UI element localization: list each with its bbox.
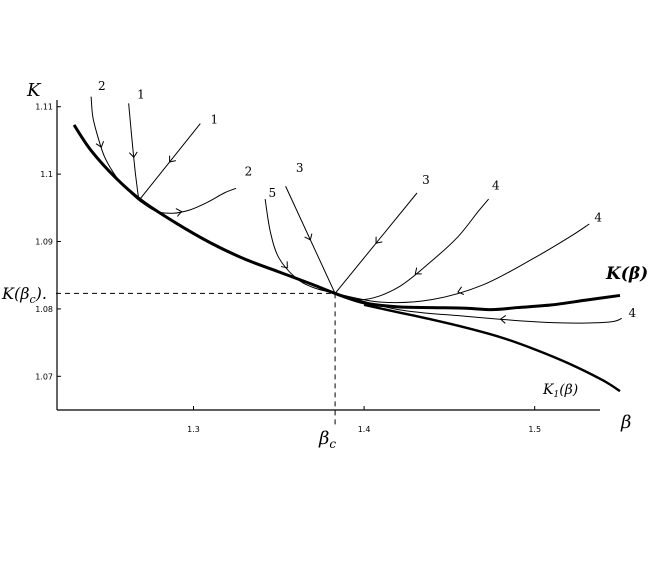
x-axis-label: β xyxy=(620,412,631,433)
critical-guides xyxy=(56,292,336,428)
arrow-2 xyxy=(95,140,105,148)
arrow-markers xyxy=(95,140,507,324)
curve-label-1: 1 xyxy=(137,88,145,102)
series-traj-4-b xyxy=(334,223,590,304)
k-beta-c-label: K(βc). xyxy=(1,284,47,306)
ticks: 1.3 1.4 1.5 1.11 1.1 1.09 1.08 1.07 xyxy=(35,103,541,434)
arrow-5 xyxy=(175,208,183,217)
arrow-7 xyxy=(304,233,313,241)
k-beta-c-main: K(β xyxy=(1,284,29,303)
curve-number-labels: 2 1 1 2 3 5 3 4 4 4 xyxy=(98,79,637,320)
curve-label-4: 3 xyxy=(296,161,304,175)
curve-label-6: 3 xyxy=(422,173,430,187)
curve-label-2: 1 xyxy=(211,113,219,127)
k1-beta-label: K1(β) xyxy=(542,382,578,400)
k-beta-label: K(β) xyxy=(605,264,648,284)
k1-sub: 1 xyxy=(553,390,559,400)
y-tick-label-1: 1.1 xyxy=(40,170,53,179)
arrow-6 xyxy=(280,261,288,269)
series-traj-2-lower xyxy=(138,187,237,214)
beta-c-label: βc xyxy=(318,428,336,451)
curve-label-5: 5 xyxy=(269,186,277,200)
arrow-10 xyxy=(457,286,465,295)
curve-label-8: 4 xyxy=(594,210,602,224)
y-tick-label-4: 1.07 xyxy=(35,372,53,381)
series-group xyxy=(72,96,622,393)
arrow-8 xyxy=(375,236,383,244)
beta-c-sub: c xyxy=(329,437,336,451)
arrow-9 xyxy=(414,267,422,275)
series-traj-1-vertical xyxy=(128,103,140,201)
y-axis-label: K xyxy=(26,80,42,101)
series-traj-4-a xyxy=(334,198,490,301)
k-beta-c-sub: c xyxy=(29,293,35,306)
curve-label-3: 2 xyxy=(245,164,253,178)
arrow-3 xyxy=(128,151,138,159)
x-tick-label-2: 1.5 xyxy=(528,425,541,434)
x-tick-label-1: 1.4 xyxy=(358,425,371,434)
curve-label-0: 2 xyxy=(98,79,106,93)
k1-main: K xyxy=(542,382,555,398)
labels: K β K(β) K1(β) K(βc). βc xyxy=(1,80,648,451)
beta-c-main: β xyxy=(318,428,329,449)
series-k- xyxy=(72,124,621,312)
curve-label-9: 4 xyxy=(629,306,637,320)
arrow-4 xyxy=(169,155,176,163)
y-tick-label-3: 1.08 xyxy=(35,305,53,314)
axes xyxy=(56,100,600,411)
series-traj-5 xyxy=(264,198,336,294)
x-tick-label-0: 1.3 xyxy=(187,425,200,434)
series-k1- xyxy=(363,303,621,393)
series-traj-2-upper xyxy=(90,96,140,201)
y-tick-label-0: 1.11 xyxy=(35,103,53,112)
series-traj-4-c xyxy=(334,292,622,324)
y-tick-label-2: 1.09 xyxy=(35,238,53,247)
curve-label-7: 4 xyxy=(492,179,500,193)
arrow-11 xyxy=(499,315,507,324)
k-beta-c-tail: ). xyxy=(35,284,47,303)
k1-tail: (β) xyxy=(559,382,578,398)
